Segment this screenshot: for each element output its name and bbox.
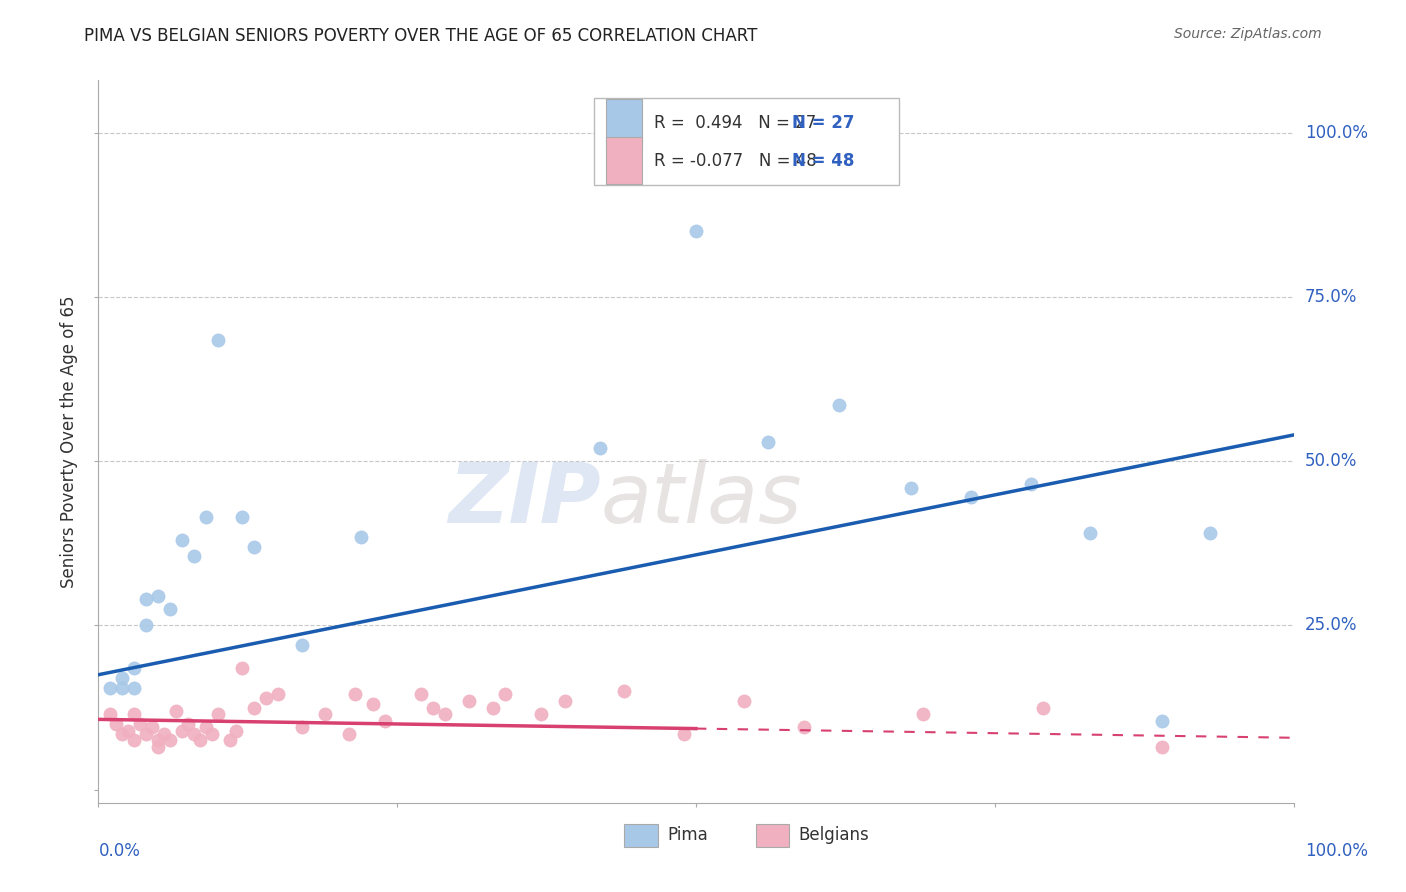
Point: [141, 720, 163, 734]
Point: [243, 540, 266, 554]
Point: [195, 510, 218, 524]
Text: ZIP: ZIP: [447, 458, 600, 540]
Point: [207, 707, 229, 722]
Point: [828, 398, 851, 412]
Point: [1019, 477, 1042, 491]
Point: [98, 681, 122, 695]
Point: [1152, 739, 1174, 754]
Text: Source: ZipAtlas.com: Source: ZipAtlas.com: [1174, 27, 1322, 41]
Text: atlas: atlas: [600, 458, 801, 540]
Point: [554, 694, 576, 708]
Text: 100.0%: 100.0%: [1305, 842, 1368, 860]
Point: [188, 733, 211, 747]
Y-axis label: Seniors Poverty Over the Age of 65: Seniors Poverty Over the Age of 65: [60, 295, 79, 588]
Point: [960, 491, 983, 505]
Point: [219, 733, 242, 747]
Point: [148, 739, 170, 754]
Point: [1080, 526, 1102, 541]
Point: [148, 733, 170, 747]
Point: [613, 684, 636, 698]
Point: [481, 700, 505, 714]
Point: [183, 727, 205, 741]
Point: [111, 727, 134, 741]
Point: [589, 441, 612, 455]
Point: [124, 707, 146, 722]
Text: R = -0.077   N = 48: R = -0.077 N = 48: [654, 152, 817, 169]
Text: 0.0%: 0.0%: [98, 842, 141, 860]
Bar: [606, 99, 643, 146]
Point: [733, 694, 755, 708]
Point: [363, 698, 385, 712]
Bar: [756, 823, 789, 847]
Point: [422, 700, 444, 714]
Point: [165, 704, 187, 718]
Point: [267, 687, 290, 701]
Point: [177, 717, 200, 731]
Point: [1152, 714, 1174, 728]
Point: [1032, 700, 1054, 714]
Point: [183, 549, 205, 564]
Point: [458, 694, 481, 708]
Bar: [606, 137, 643, 185]
Point: [339, 727, 361, 741]
Text: R =  0.494   N = 27: R = 0.494 N = 27: [654, 113, 817, 132]
Point: [900, 481, 922, 495]
Point: [117, 723, 139, 738]
Point: [756, 434, 779, 449]
Point: [411, 687, 433, 701]
Point: [135, 727, 157, 741]
Point: [374, 714, 396, 728]
Point: [231, 510, 253, 524]
Point: [148, 589, 170, 603]
Text: N = 27: N = 27: [792, 113, 853, 132]
Bar: [624, 823, 658, 847]
Point: [98, 707, 122, 722]
Point: [685, 224, 707, 238]
Text: Belgians: Belgians: [799, 826, 869, 845]
Text: 75.0%: 75.0%: [1305, 288, 1357, 306]
Point: [231, 661, 253, 675]
Point: [350, 530, 373, 544]
Point: [201, 727, 224, 741]
Point: [291, 638, 314, 652]
Point: [494, 687, 516, 701]
Point: [793, 720, 815, 734]
Point: [225, 723, 247, 738]
Text: Pima: Pima: [668, 826, 709, 845]
Point: [911, 707, 934, 722]
Text: N = 48: N = 48: [792, 152, 853, 169]
Point: [243, 700, 266, 714]
Text: 100.0%: 100.0%: [1305, 124, 1368, 142]
Point: [172, 533, 194, 547]
Point: [344, 687, 367, 701]
Text: PIMA VS BELGIAN SENIORS POVERTY OVER THE AGE OF 65 CORRELATION CHART: PIMA VS BELGIAN SENIORS POVERTY OVER THE…: [84, 27, 758, 45]
Point: [159, 602, 181, 616]
Point: [291, 720, 314, 734]
Point: [315, 707, 337, 722]
Point: [172, 723, 194, 738]
Point: [111, 671, 134, 685]
Text: 25.0%: 25.0%: [1305, 616, 1357, 634]
Point: [124, 661, 146, 675]
FancyBboxPatch shape: [595, 98, 900, 185]
Point: [434, 707, 457, 722]
Point: [195, 720, 218, 734]
Point: [159, 733, 181, 747]
Point: [124, 733, 146, 747]
Text: 50.0%: 50.0%: [1305, 452, 1357, 470]
Point: [153, 727, 176, 741]
Point: [129, 717, 152, 731]
Point: [530, 707, 553, 722]
Point: [135, 618, 157, 632]
Point: [1199, 526, 1222, 541]
Point: [254, 690, 277, 705]
Point: [105, 717, 128, 731]
Point: [673, 727, 696, 741]
Point: [135, 592, 157, 607]
Point: [207, 333, 229, 347]
Point: [124, 681, 146, 695]
Point: [111, 681, 134, 695]
